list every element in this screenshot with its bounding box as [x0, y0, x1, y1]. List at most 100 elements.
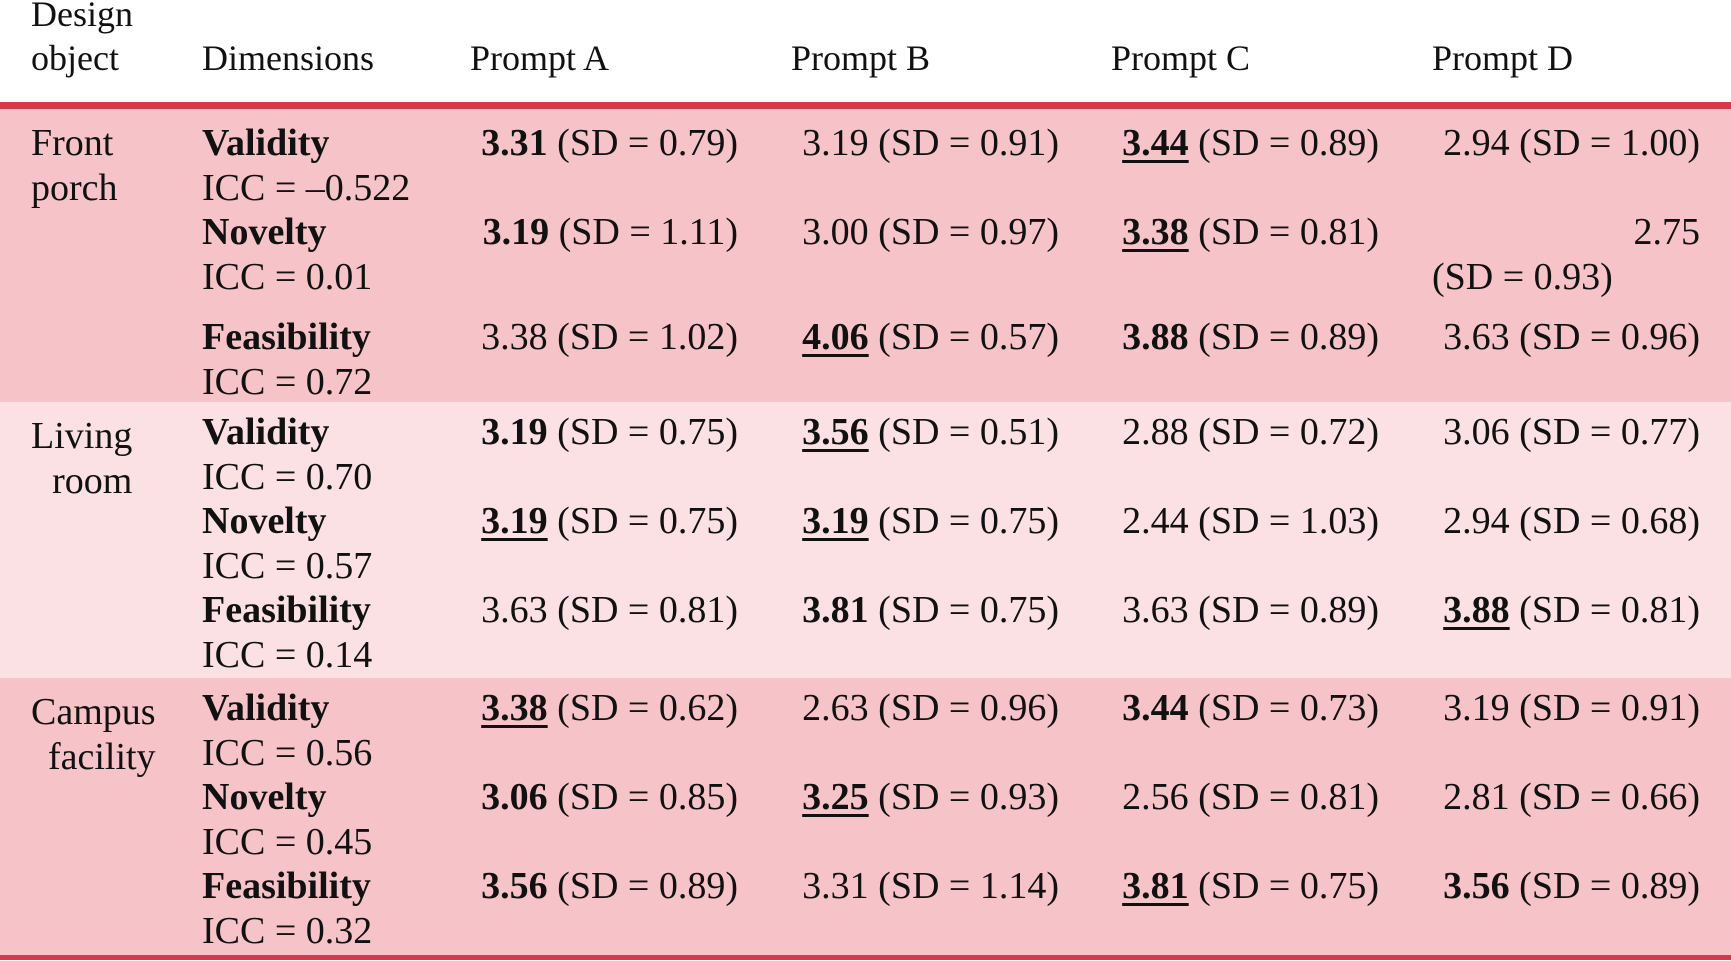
score-cell-prompt-b: 3.31 (SD = 1.14) [791, 864, 1059, 909]
dimension-icc: ICC = 0.45 [202, 821, 373, 863]
score-mean: 3.19 [481, 500, 548, 542]
score-cell-prompt-b: 3.25 (SD = 0.93) [791, 775, 1059, 820]
score-mean: 3.19 [802, 122, 869, 164]
score-cell-prompt-d: 2.75 (SD = 0.93) [1432, 210, 1700, 300]
score-mean: 3.19 [1443, 687, 1510, 729]
score-sd: (SD = 0.75) [557, 500, 738, 542]
score-sd: (SD = 0.81) [1198, 211, 1379, 253]
dimension-cell: Validity ICC = –0.522 [202, 121, 410, 211]
score-mean: 3.00 [802, 211, 869, 253]
header-design-object: Design object [31, 0, 133, 78]
score-mean: 3.63 [481, 589, 548, 631]
score-mean: 3.44 [1122, 687, 1189, 729]
header-prompt-d: Prompt D [1432, 38, 1574, 78]
score-cell-prompt-c: 2.44 (SD = 1.03) [1111, 499, 1379, 544]
design-object-line-1: Front [31, 122, 114, 164]
score-sd: (SD = 0.75) [878, 589, 1059, 631]
score-sd: (SD = 0.73) [1198, 687, 1379, 729]
score-cell-prompt-d: 3.19 (SD = 0.91) [1432, 686, 1700, 731]
dimension-icc: ICC = 0.56 [202, 732, 373, 774]
score-mean: 3.19 [481, 411, 548, 453]
dimension-name: Novelty [202, 776, 327, 818]
design-object-line-1: Campus [31, 691, 156, 733]
score-cell-prompt-c: 3.63 (SD = 0.89) [1111, 588, 1379, 633]
score-mean: 3.63 [1443, 316, 1510, 358]
dimension-cell: Validity ICC = 0.70 [202, 410, 372, 500]
score-sd: (SD = 0.81) [557, 589, 738, 631]
score-sd: (SD = 0.96) [1519, 316, 1700, 358]
header-prompt-c: Prompt C [1111, 38, 1251, 78]
score-mean: 3.06 [1443, 411, 1510, 453]
score-sd: (SD = 1.00) [1519, 122, 1700, 164]
dimension-name: Validity [202, 687, 330, 729]
dimension-cell: Feasibility ICC = 0.14 [202, 588, 372, 678]
header-prompt-a: Prompt A [470, 38, 610, 78]
score-sd: (SD = 1.02) [557, 316, 738, 358]
score-cell-prompt-b: 3.81 (SD = 0.75) [791, 588, 1059, 633]
score-sd: (SD = 1.14) [878, 865, 1059, 907]
score-cell-prompt-b: 4.06 (SD = 0.57) [791, 315, 1059, 360]
score-cell-prompt-d: 3.06 (SD = 0.77) [1432, 410, 1700, 455]
dimension-cell: Novelty ICC = 0.45 [202, 775, 372, 865]
score-cell-prompt-c: 3.81 (SD = 0.75) [1111, 864, 1379, 909]
header-dimensions: Dimensions [202, 38, 375, 78]
score-mean: 3.88 [1443, 589, 1510, 631]
score-cell-prompt-c: 3.38 (SD = 0.81) [1111, 210, 1379, 255]
score-mean: 3.44 [1122, 122, 1189, 164]
table-header-row: Design object Dimensions Prompt A Prompt… [0, 0, 1731, 102]
score-sd: (SD = 0.89) [1198, 122, 1379, 164]
dimension-name: Validity [202, 122, 330, 164]
score-mean: 2.63 [802, 687, 869, 729]
dimension-cell: Novelty ICC = 0.57 [202, 499, 372, 589]
score-mean: 3.56 [481, 865, 548, 907]
score-sd: (SD = 0.79) [557, 122, 738, 164]
score-mean: 2.88 [1122, 411, 1189, 453]
score-mean: 3.38 [481, 687, 548, 729]
dimension-cell: Feasibility ICC = 0.72 [202, 315, 372, 405]
score-mean: 3.56 [802, 411, 869, 453]
score-cell-prompt-d: 2.94 (SD = 0.68) [1432, 499, 1700, 544]
score-cell-prompt-d: 3.56 (SD = 0.89) [1432, 864, 1700, 909]
score-cell-prompt-b: 3.56 (SD = 0.51) [791, 410, 1059, 455]
dimension-icc: ICC = 0.70 [202, 456, 373, 498]
dimension-name: Novelty [202, 500, 327, 542]
score-sd: (SD = 0.81) [1198, 776, 1379, 818]
design-object-line-2: facility [47, 736, 156, 778]
dimension-icc: ICC = 0.32 [202, 910, 373, 952]
score-sd: (SD = 0.89) [1198, 316, 1379, 358]
score-sd: (SD = 1.03) [1198, 500, 1379, 542]
score-sd: (SD = 1.11) [558, 211, 738, 253]
score-mean: 2.56 [1122, 776, 1189, 818]
dimension-name: Feasibility [202, 865, 371, 907]
score-cell-prompt-c: 3.44 (SD = 0.73) [1111, 686, 1379, 731]
score-sd: (SD = 0.68) [1519, 500, 1700, 542]
design-object-label: Front porch [31, 121, 118, 211]
score-cell-prompt-b: 3.00 (SD = 0.97) [791, 210, 1059, 255]
score-sd: (SD = 0.93) [878, 776, 1059, 818]
design-object-line-2: room [52, 460, 133, 502]
score-cell-prompt-a: 3.38 (SD = 0.62) [470, 686, 738, 731]
score-mean: 3.56 [1443, 865, 1510, 907]
score-cell-prompt-d: 3.63 (SD = 0.96) [1432, 315, 1700, 360]
score-cell-prompt-a: 3.19 (SD = 1.11) [470, 210, 738, 255]
score-cell-prompt-b: 3.19 (SD = 0.75) [791, 499, 1059, 544]
design-object-label: Living room [31, 414, 132, 504]
dimension-cell: Feasibility ICC = 0.32 [202, 864, 372, 954]
dimension-icc: ICC = 0.72 [202, 361, 373, 403]
score-mean: 2.75 [1633, 211, 1701, 253]
dimension-icc: ICC = 0.14 [202, 634, 373, 676]
score-sd: (SD = 0.85) [557, 776, 738, 818]
score-mean: 3.31 [802, 865, 869, 907]
header-rule [0, 102, 1731, 109]
score-sd: (SD = 0.77) [1519, 411, 1700, 453]
dimension-cell: Novelty ICC = 0.01 [202, 210, 372, 300]
group-campus-facility: Campus facility Validity ICC = 0.56 3.38… [0, 678, 1731, 955]
group-living-room: Living room Validity ICC = 0.70 3.19 (SD… [0, 402, 1731, 678]
dimension-name: Validity [202, 411, 330, 453]
score-mean: 3.81 [802, 589, 869, 631]
score-cell-prompt-a: 3.19 (SD = 0.75) [470, 499, 738, 544]
score-sd: (SD = 0.66) [1519, 776, 1700, 818]
score-sd: (SD = 0.75) [557, 411, 738, 453]
score-cell-prompt-a: 3.06 (SD = 0.85) [470, 775, 738, 820]
dimension-name: Feasibility [202, 589, 371, 631]
